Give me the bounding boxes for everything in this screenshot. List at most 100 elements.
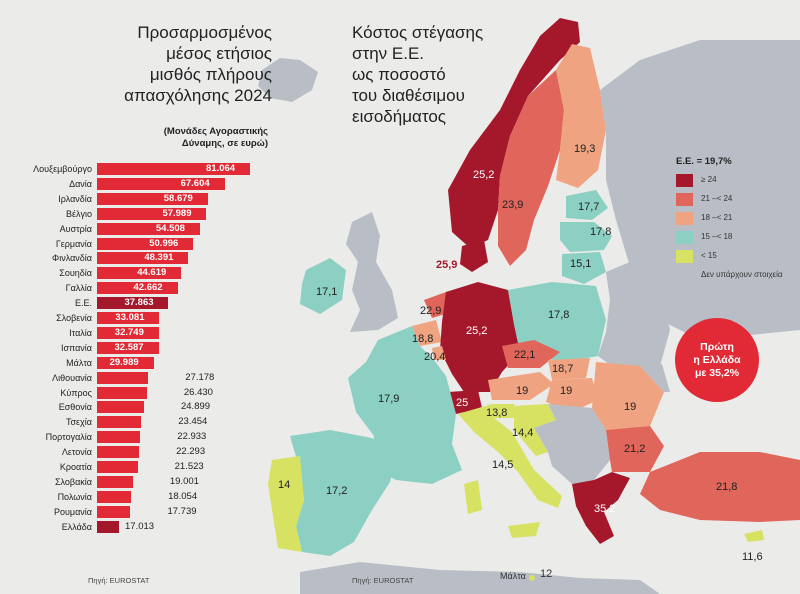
hungary-shape [546, 378, 598, 412]
bar-category-label: Γερμανία [55, 238, 92, 249]
bar [97, 341, 159, 354]
legend-swatch [676, 212, 693, 225]
italy-shape [458, 404, 562, 508]
label-luxembourg: 20,4 [424, 351, 445, 363]
bar-category-label: Δανία [69, 178, 92, 189]
map-title-line: εισοδήματος [352, 107, 446, 126]
bar-category-label: Πορτογαλία [45, 432, 92, 443]
bar-row: Κύπρος 26.430 [0, 386, 260, 400]
label-slovenia: 13,8 [486, 407, 507, 419]
label-finland: 19,3 [574, 143, 595, 155]
luxembourg-shape [432, 346, 446, 360]
austria-shape [488, 372, 554, 400]
bar [97, 386, 147, 399]
bar [97, 222, 200, 235]
map-legend: Ε.Ε. = 19,7% ≥ 24 21 –< 24 18 –< 21 15 –< 1… [676, 156, 796, 287]
label-poland: 17,8 [548, 309, 569, 321]
label-france: 17,9 [378, 393, 399, 405]
bar-category-label: Λετονία [61, 447, 92, 458]
iceland-shape [258, 58, 318, 102]
portugal-shape [268, 456, 304, 552]
label-latvia: 17,8 [590, 226, 611, 238]
russia-shape [600, 40, 800, 340]
bar [97, 401, 144, 414]
legend-item: Δεν υπάρχουν στοιχεία [676, 268, 796, 287]
bar-row: Κροατία 21.523 [0, 460, 260, 474]
bar-row: Σουηδία 44.619 [0, 266, 260, 280]
bar-category-label: Φινλανδία [52, 253, 92, 264]
czechia-shape [502, 340, 560, 368]
bar-value-label: 22.933 [177, 431, 207, 443]
bar-row: Σλοβενία 33.081 [0, 311, 260, 325]
bar-value-label: 44.619 [137, 267, 167, 279]
bar-value-label: 67.604 [180, 177, 210, 189]
bar-row: Γαλλία 42.662 [0, 281, 260, 295]
bar [97, 312, 160, 324]
uk-shape [346, 212, 398, 332]
legend-label: 15 –< 18 [701, 232, 733, 241]
legend-swatch [676, 250, 693, 263]
moldova-shape [640, 364, 670, 392]
switzerland-shape [448, 390, 482, 414]
bar-category-label: Εσθονία [58, 402, 92, 413]
label-lithuania: 15,1 [570, 258, 591, 270]
latvia-shape [560, 222, 612, 252]
bar-row: Λουξεμβούργο 81.064 [0, 162, 260, 176]
label-sweden: 23,9 [502, 199, 523, 211]
salary-source: Πηγή: EUROSTAT [88, 576, 150, 585]
balkans-shape [534, 404, 610, 484]
label-greece: 35,2 [594, 503, 615, 515]
map-title-line: ως ποσοστό [352, 65, 446, 84]
legend-item: < 15 [676, 249, 796, 268]
legend-items: ≥ 24 21 –< 24 18 –< 21 15 –< 18 < 15 Δεν υπάρ… [676, 173, 796, 287]
label-spain: 17,2 [326, 485, 347, 497]
legend-item: ≥ 24 [676, 173, 796, 192]
bar-category-label: Κύπρος [60, 387, 92, 398]
bar [97, 356, 154, 369]
estonia-shape [566, 190, 608, 220]
bar [97, 505, 131, 518]
salary-title-line: μέσος ετήσιος [166, 44, 272, 63]
bar [97, 177, 225, 190]
malta-label: Μάλτα [500, 571, 526, 581]
legend-swatch [676, 174, 693, 187]
sardinia-shape [464, 480, 482, 514]
bar [97, 326, 159, 339]
bar-row: Ε.Ε. 37.863 [0, 296, 260, 310]
bar-category-label: Ισπανία [60, 342, 92, 353]
legend-label: 18 –< 21 [701, 213, 733, 222]
bar-value-label: 48.391 [144, 252, 174, 264]
label-ireland: 17,1 [316, 286, 337, 298]
bar-value-label: 58.679 [163, 192, 193, 204]
croatia-shape [514, 404, 556, 456]
spain-shape [290, 430, 396, 556]
bar-value-label: 57.989 [162, 207, 192, 219]
bar-category-label: Σουηδία [59, 268, 92, 279]
bar-row: Ελλάδα 17.013 [0, 520, 260, 534]
bar-row: Δανία 67.604 [0, 177, 260, 191]
germany-shape [440, 282, 520, 392]
bar-category-label: Σλοβακία [54, 476, 92, 487]
bar-category-label: Λιθουανία [52, 372, 92, 383]
sicily-shape [508, 522, 540, 538]
bar-row: Ισπανία 32.587 [0, 341, 260, 355]
legend-item: 15 –< 18 [676, 230, 796, 249]
bar-value-label: 22.293 [176, 446, 206, 458]
legend-label: Δεν υπάρχουν στοιχεία [701, 270, 783, 279]
salary-title-line: μισθός πλήρους [149, 65, 272, 84]
label-croatia: 14,4 [512, 427, 533, 439]
label-belgium: 18,8 [412, 333, 433, 345]
bar-row: Τσεχία 23.454 [0, 415, 260, 429]
bar-value-label: 32.749 [114, 326, 144, 338]
legend-item: 21 –< 24 [676, 192, 796, 211]
callout-line: η Ελλάδα [693, 353, 741, 366]
lithuania-shape [562, 252, 606, 284]
denmark-shape [460, 240, 488, 272]
bar [97, 520, 119, 533]
bar-value-label: 23.454 [178, 416, 208, 428]
bar [97, 475, 133, 488]
salary-subtitle-line: (Μονάδες Αγοραστικής [163, 126, 268, 137]
bar-category-label: Μάλτα [66, 357, 92, 368]
bar [97, 490, 132, 503]
